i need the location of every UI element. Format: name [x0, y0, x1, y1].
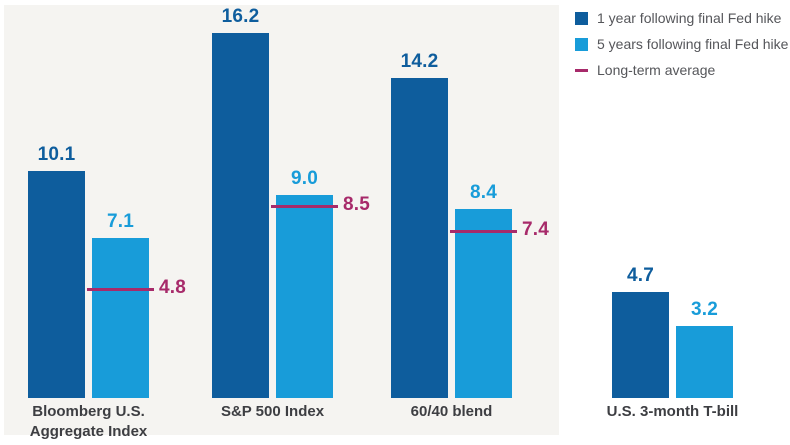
bar-1yr	[391, 78, 448, 398]
bar-1yr	[212, 33, 269, 398]
legend-item-avg: Long-term average	[575, 62, 788, 78]
category-label: 60/40 blend	[410, 403, 493, 420]
bar-value-label: 14.2	[400, 51, 439, 72]
chart-legend: 1 year following final Fed hike 5 years …	[575, 10, 788, 78]
long-term-average-line	[87, 288, 154, 291]
bar-5yr	[455, 209, 512, 398]
bar-value-label: 16.2	[221, 6, 260, 27]
category-label: Bloomberg U.S. Aggregate Index	[29, 403, 148, 440]
category-label: U.S. 3-month T-bill	[606, 403, 739, 420]
bar-value-label: 7.1	[106, 211, 134, 232]
legend-dash-avg-icon	[575, 68, 588, 72]
legend-label-avg: Long-term average	[597, 62, 716, 78]
legend-label-1yr: 1 year following final Fed hike	[597, 10, 782, 26]
long-term-average-line	[271, 205, 338, 208]
bar-1yr	[28, 171, 85, 398]
legend-item-5yr: 5 years following final Fed hike	[575, 36, 788, 52]
bar-5yr	[92, 238, 149, 398]
bar-value-label: 9.0	[290, 168, 318, 189]
bar-5yr	[676, 326, 733, 398]
legend-swatch-5yr-icon	[575, 37, 588, 51]
legend-label-5yr: 5 years following final Fed hike	[597, 36, 789, 52]
legend-swatch-1yr-icon	[575, 11, 588, 25]
long-term-average-value-label: 8.5	[343, 194, 371, 215]
bar-value-label: 8.4	[469, 182, 497, 203]
long-term-average-line	[450, 230, 517, 233]
legend-item-1yr: 1 year following final Fed hike	[575, 10, 788, 26]
bar-1yr	[612, 292, 669, 398]
category-label: S&P 500 Index	[220, 403, 325, 420]
bar-5yr	[276, 195, 333, 398]
bar-value-label: 3.2	[690, 299, 718, 320]
bar-value-label: 10.1	[37, 144, 76, 165]
bar-value-label: 4.7	[626, 265, 654, 286]
long-term-average-value-label: 7.4	[522, 219, 550, 240]
long-term-average-value-label: 4.8	[159, 277, 187, 298]
